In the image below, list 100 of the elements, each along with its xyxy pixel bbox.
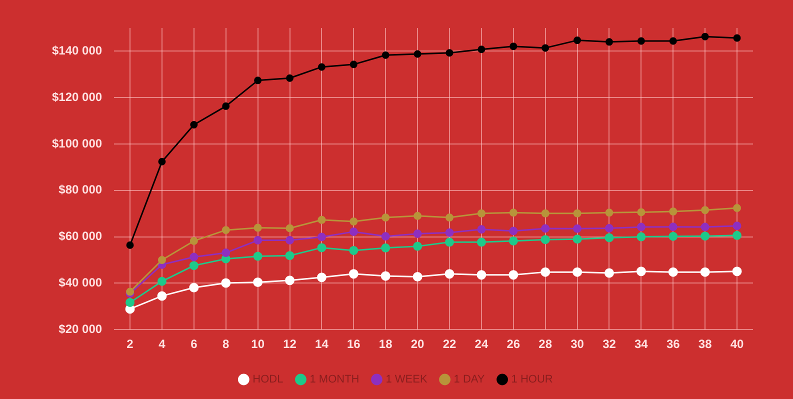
point [126,241,134,249]
point [349,227,358,236]
point [636,222,646,232]
x-tick-label: 28 [538,337,552,352]
point [222,226,230,234]
point [637,208,646,216]
x-tick-label: 6 [190,337,198,352]
point [382,51,390,59]
point [477,225,486,234]
point [157,276,166,286]
point [286,224,294,232]
y-tick-label: $120 000 [52,90,102,104]
x-tick-label: 2 [126,337,134,352]
point [732,266,742,276]
point [222,102,230,110]
legend-label: 1 WEEK [386,374,428,386]
point [605,208,614,217]
x-tick-label: 38 [698,337,712,352]
point [604,224,614,232]
x-tick-label: 40 [730,337,744,352]
point [573,209,582,218]
point [190,120,198,128]
x-tick-label: 14 [315,337,329,352]
legend-label: 1 DAY [454,374,486,386]
point [190,252,198,262]
point [476,270,486,280]
point [349,246,358,255]
point [413,242,422,251]
x-tick-label: 36 [666,337,680,352]
point [478,46,486,54]
point [318,216,326,224]
y-tick-label: $40 000 [58,276,102,290]
point [572,234,582,244]
point [318,63,326,71]
point [285,251,294,260]
point [446,49,454,57]
x-tick-label: 20 [410,337,425,352]
y-tick-label: $140 000 [52,44,102,58]
point [317,232,326,242]
point [700,222,710,232]
x-tick-label: 34 [634,337,648,352]
point [669,208,678,216]
x-tick-label: 30 [570,337,584,352]
point [189,282,199,292]
point [604,233,614,242]
point [190,236,198,245]
y-tick-label: $20 000 [58,322,102,336]
point [286,74,294,82]
point [444,269,454,279]
legend-label: 1 MONTH [310,374,360,386]
y-tick-label: $80 000 [58,182,102,197]
point [701,206,710,214]
point [253,278,263,288]
point [668,222,678,232]
point [701,32,709,40]
point [573,224,582,233]
point [414,212,422,220]
point [637,37,645,45]
point [445,228,454,237]
point [382,214,390,222]
point [668,232,678,241]
point [669,37,677,45]
x-tick-label: 10 [251,337,265,352]
point [348,269,358,279]
x-tick-label: 16 [346,337,361,352]
point [510,42,518,50]
point [350,217,358,226]
point [540,235,550,244]
point [700,232,710,241]
point [604,268,614,278]
x-tick-label: 26 [506,337,520,352]
point [572,267,582,277]
point [446,214,454,222]
point [126,298,135,307]
point [380,271,390,281]
point [157,291,167,301]
point [732,222,742,230]
x-tick-label: 18 [378,337,393,352]
point [221,278,231,288]
point [254,76,262,84]
x-tick-label: 32 [602,337,616,352]
legend-label: HODL [252,374,284,386]
point [668,267,678,277]
y-tick-label: $60 000 [58,229,102,244]
point [477,209,486,218]
point [509,226,518,236]
point [700,267,710,277]
point [158,256,166,264]
point [412,272,422,282]
point [733,204,742,212]
point [316,272,326,282]
point [509,208,518,217]
point [542,44,550,52]
point [636,232,646,242]
x-tick-label: 22 [442,337,456,352]
point [253,252,262,261]
point [254,236,262,245]
point [445,238,454,247]
point [381,232,390,241]
point [317,243,326,252]
